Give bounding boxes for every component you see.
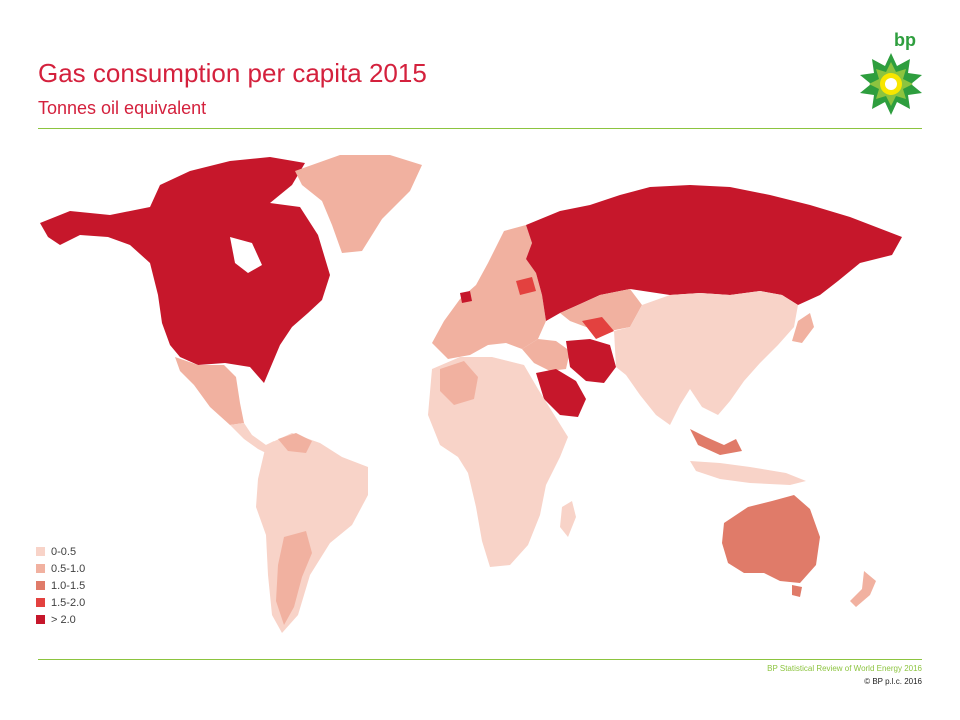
region-central-america bbox=[230, 423, 274, 455]
region-turkmenistan bbox=[582, 317, 614, 339]
region-madagascar bbox=[560, 501, 576, 537]
legend-label: > 2.0 bbox=[51, 613, 76, 626]
header-divider bbox=[38, 128, 922, 129]
bp-logo: bp bbox=[858, 30, 928, 120]
legend-swatch bbox=[36, 564, 45, 573]
region-asia bbox=[614, 291, 798, 425]
region-europe bbox=[432, 225, 546, 359]
region-russia bbox=[526, 185, 902, 321]
legend-swatch bbox=[36, 615, 45, 624]
region-indonesia bbox=[690, 461, 806, 485]
world-map bbox=[40, 155, 902, 633]
region-tasmania bbox=[792, 585, 802, 597]
legend-label: 1.5-2.0 bbox=[51, 596, 86, 609]
legend-item: 0-0.5 bbox=[36, 543, 85, 560]
region-argentina bbox=[276, 531, 312, 625]
copyright-note: © BP p.l.c. 2016 bbox=[864, 677, 922, 686]
region-belarus bbox=[516, 277, 536, 295]
region-australia bbox=[722, 495, 820, 583]
region-japan bbox=[792, 313, 814, 343]
region-algeria bbox=[440, 361, 478, 405]
region-iran bbox=[566, 339, 616, 383]
legend-item: 1.5-2.0 bbox=[36, 594, 85, 611]
region-malaysia bbox=[690, 429, 742, 455]
region-netherlands bbox=[460, 291, 472, 303]
region-africa bbox=[428, 357, 568, 567]
page-title: Gas consumption per capita 2015 bbox=[38, 58, 427, 88]
page-subtitle: Tonnes oil equivalent bbox=[38, 98, 207, 118]
legend-swatch bbox=[36, 598, 45, 607]
legend-label: 0.5-1.0 bbox=[51, 562, 86, 575]
region-north-america bbox=[40, 157, 330, 383]
source-note: BP Statistical Review of World Energy 20… bbox=[767, 664, 922, 673]
legend-label: 0-0.5 bbox=[51, 545, 77, 558]
bp-logo-text: bp bbox=[894, 30, 916, 50]
map-legend: 0-0.5 0.5-1.0 1.0-1.5 1.5-2.0 > 2.0 bbox=[36, 543, 85, 628]
region-central-asia bbox=[560, 289, 642, 331]
legend-item: 0.5-1.0 bbox=[36, 560, 85, 577]
region-middle-east bbox=[522, 339, 570, 371]
footer-divider bbox=[38, 659, 922, 660]
region-mexico bbox=[175, 357, 244, 425]
bp-helios-icon bbox=[860, 53, 922, 115]
legend-swatch bbox=[36, 581, 45, 590]
region-new-zealand bbox=[850, 571, 876, 607]
region-south-america bbox=[256, 433, 368, 633]
legend-item: > 2.0 bbox=[36, 611, 85, 628]
legend-item: 1.0-1.5 bbox=[36, 577, 85, 594]
region-venezuela bbox=[278, 433, 312, 453]
region-hudson-bay bbox=[230, 237, 262, 273]
region-greenland bbox=[295, 155, 422, 253]
region-saudi-arabia bbox=[536, 369, 586, 417]
legend-label: 1.0-1.5 bbox=[51, 579, 86, 592]
legend-swatch bbox=[36, 547, 45, 556]
